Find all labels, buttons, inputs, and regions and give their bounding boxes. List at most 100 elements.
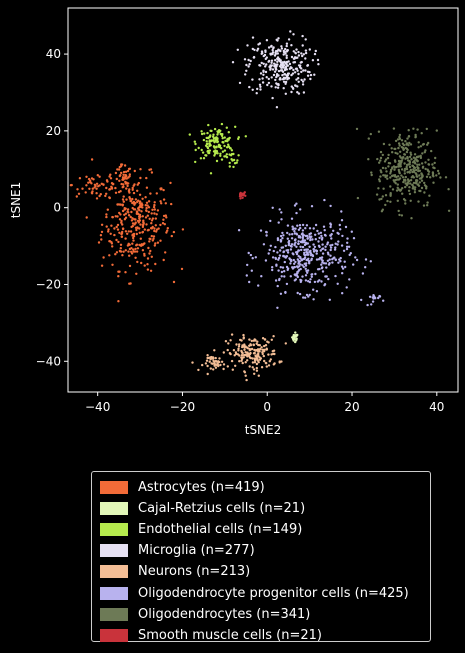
data-point bbox=[336, 243, 339, 246]
data-point bbox=[207, 136, 210, 139]
data-point bbox=[114, 215, 117, 218]
data-point bbox=[314, 238, 317, 241]
data-point bbox=[405, 163, 409, 167]
data-point bbox=[295, 78, 298, 81]
data-point bbox=[263, 359, 266, 363]
data-point bbox=[306, 251, 309, 254]
data-point bbox=[388, 143, 391, 146]
data-point bbox=[201, 363, 204, 367]
data-point bbox=[299, 245, 302, 248]
data-point bbox=[329, 225, 332, 229]
data-point bbox=[401, 142, 405, 145]
data-point bbox=[137, 212, 140, 216]
data-point bbox=[135, 272, 138, 275]
data-point bbox=[274, 86, 277, 89]
data-point bbox=[162, 188, 165, 192]
data-point bbox=[117, 203, 121, 206]
data-point bbox=[128, 264, 132, 268]
data-point bbox=[279, 239, 283, 242]
data-point bbox=[253, 351, 256, 355]
data-point bbox=[267, 364, 271, 367]
data-point bbox=[425, 175, 429, 178]
data-point bbox=[329, 222, 332, 225]
data-point bbox=[424, 167, 427, 171]
data-point bbox=[132, 234, 136, 238]
data-point bbox=[220, 134, 224, 138]
data-point bbox=[404, 202, 407, 205]
data-point bbox=[256, 353, 259, 356]
data-point bbox=[272, 73, 276, 77]
data-point bbox=[152, 235, 156, 238]
data-point bbox=[324, 234, 327, 237]
data-point bbox=[131, 222, 135, 225]
data-point bbox=[151, 217, 155, 220]
data-point bbox=[120, 171, 123, 175]
data-point bbox=[285, 56, 288, 60]
data-point bbox=[248, 280, 251, 284]
data-point bbox=[225, 153, 228, 156]
data-point bbox=[394, 182, 397, 185]
data-point bbox=[439, 176, 442, 179]
data-point bbox=[320, 263, 323, 266]
data-point bbox=[280, 211, 283, 214]
data-point bbox=[302, 234, 305, 237]
data-point bbox=[289, 275, 292, 278]
data-point bbox=[320, 258, 323, 261]
data-point bbox=[155, 213, 158, 216]
data-point bbox=[128, 173, 131, 176]
data-point bbox=[280, 218, 283, 221]
data-point bbox=[321, 261, 324, 264]
data-point bbox=[377, 130, 381, 133]
data-point bbox=[369, 132, 372, 136]
data-point bbox=[290, 73, 293, 77]
data-point bbox=[420, 186, 424, 190]
data-point bbox=[341, 292, 344, 295]
data-point bbox=[250, 347, 254, 351]
data-point bbox=[304, 227, 307, 230]
data-point bbox=[170, 234, 173, 238]
data-point bbox=[364, 266, 367, 269]
data-point bbox=[134, 198, 138, 201]
data-point bbox=[381, 166, 385, 170]
data-point bbox=[377, 296, 380, 300]
data-point bbox=[301, 229, 305, 232]
data-point bbox=[234, 125, 237, 128]
data-point bbox=[317, 258, 321, 261]
data-point bbox=[296, 291, 299, 295]
legend-item: Neurons (n=213) bbox=[100, 561, 422, 582]
data-point bbox=[245, 378, 248, 382]
data-point bbox=[400, 174, 403, 177]
data-point bbox=[411, 164, 414, 167]
data-point bbox=[264, 361, 267, 365]
data-point bbox=[200, 132, 204, 136]
data-point bbox=[210, 362, 213, 365]
data-point bbox=[272, 335, 275, 338]
data-point bbox=[130, 247, 133, 250]
data-point bbox=[243, 58, 247, 61]
data-point bbox=[397, 178, 400, 181]
data-point bbox=[291, 72, 295, 75]
data-point bbox=[208, 140, 211, 143]
data-point bbox=[314, 272, 317, 276]
data-point bbox=[251, 361, 255, 364]
data-point bbox=[308, 70, 311, 74]
data-point bbox=[138, 231, 141, 234]
data-point bbox=[241, 345, 244, 349]
data-point bbox=[297, 72, 300, 76]
data-point bbox=[429, 176, 432, 179]
data-point bbox=[405, 142, 409, 145]
data-point bbox=[289, 244, 292, 248]
data-point bbox=[295, 274, 299, 277]
data-point bbox=[282, 254, 285, 258]
data-point bbox=[323, 229, 326, 232]
data-point bbox=[275, 264, 278, 267]
data-point bbox=[207, 123, 210, 127]
data-point bbox=[131, 197, 134, 201]
data-point bbox=[251, 366, 254, 369]
data-point bbox=[250, 339, 253, 343]
data-point bbox=[414, 158, 417, 161]
data-point bbox=[238, 343, 241, 346]
data-point bbox=[294, 67, 298, 71]
data-point bbox=[412, 181, 416, 185]
data-point bbox=[135, 228, 138, 232]
